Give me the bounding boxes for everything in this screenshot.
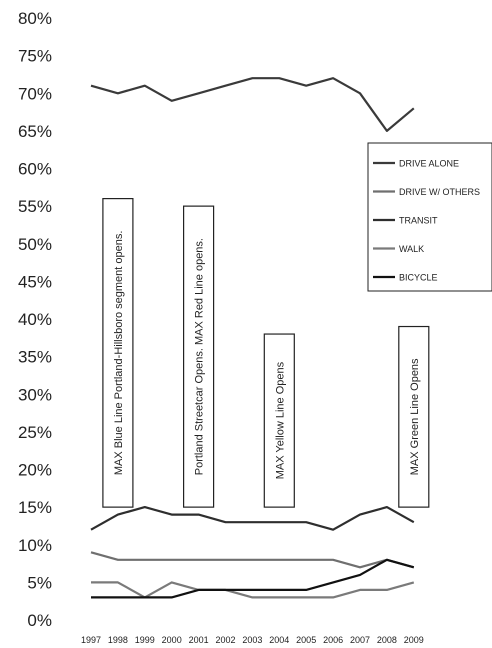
annotation-frame <box>183 205 215 508</box>
x-tick-label: 1998 <box>108 635 128 645</box>
series-lines <box>90 77 415 599</box>
y-tick-label: 65% <box>18 122 52 141</box>
legend-entry: DRIVE ALONE <box>399 159 459 169</box>
x-tick-label: 1997 <box>81 635 101 645</box>
y-tick-label: 45% <box>18 272 52 291</box>
y-tick-label: 50% <box>18 235 52 254</box>
legend-frame <box>367 142 492 292</box>
series-line <box>90 551 415 569</box>
y-tick-label: 55% <box>18 197 52 216</box>
x-tick-label: 2007 <box>350 635 370 645</box>
annotation-label: MAX Yellow Line Opens <box>274 361 286 479</box>
annotation-frame <box>102 198 134 508</box>
x-tick-label: 1999 <box>135 635 155 645</box>
annotation-box: MAX Blue Line Portland-Hillsboro segment… <box>102 198 134 508</box>
y-tick-label: 75% <box>18 47 52 66</box>
x-tick-label: 2003 <box>242 635 262 645</box>
y-tick-label: 30% <box>18 385 52 404</box>
y-tick-label: 80% <box>18 9 52 28</box>
legend: DRIVE ALONE DRIVE W/ OTHERS TRANSIT WALK BIC… <box>367 142 492 292</box>
x-tick-label: 2002 <box>215 635 235 645</box>
y-tick-label: 0% <box>27 611 52 630</box>
y-tick-label: 40% <box>18 310 52 329</box>
annotation-label: Portland Streetcar Opens. MAX Red Line o… <box>194 238 206 475</box>
legend-entry: WALK <box>399 244 424 254</box>
annotation-box: MAX Green Line Opens <box>398 325 430 508</box>
x-tick-label: 2005 <box>296 635 316 645</box>
y-tick-label: 10% <box>18 536 52 555</box>
annotation-frame <box>263 333 295 508</box>
y-tick-label: 70% <box>18 84 52 103</box>
x-tick-label: 2006 <box>323 635 343 645</box>
series-line <box>90 77 415 132</box>
legend-entry: BICYCLE <box>399 273 438 283</box>
y-tick-label: 20% <box>18 461 52 480</box>
annotation-label: MAX Blue Line Portland-Hillsboro segment… <box>113 231 125 476</box>
annotation-box: MAX Yellow Line Opens <box>263 333 295 508</box>
x-axis-ticks: 1997 1998 1999 2000 2001 2002 2003 2004 2005 2006… <box>81 635 424 645</box>
annotations: MAX Blue Line Portland-Hillsboro segment… <box>102 198 430 508</box>
x-tick-label: 2004 <box>269 635 289 645</box>
series-line <box>91 558 415 599</box>
legend-entry: TRANSIT <box>399 216 438 226</box>
x-tick-label: 2009 <box>404 635 424 645</box>
y-axis-ticks: 0% 5% 10% 15% 20% 25% 30% 35% 40% 45% 50% 55% 60% 65%… <box>18 9 52 630</box>
y-tick-label: 60% <box>18 160 52 179</box>
y-tick-label: 15% <box>18 498 52 517</box>
legend-entry: DRIVE W/ OTHERS <box>399 187 480 197</box>
y-tick-label: 25% <box>18 423 52 442</box>
x-tick-label: 2001 <box>189 635 209 645</box>
x-tick-label: 2008 <box>377 635 397 645</box>
annotation-box: Portland Streetcar Opens. MAX Red Line o… <box>183 205 215 508</box>
series-line <box>90 506 415 531</box>
annotation-frame <box>398 325 430 508</box>
y-tick-label: 5% <box>27 573 52 592</box>
annotation-label: MAX Green Line Opens <box>409 358 421 475</box>
y-tick-label: 35% <box>18 348 52 367</box>
x-tick-label: 2000 <box>162 635 182 645</box>
